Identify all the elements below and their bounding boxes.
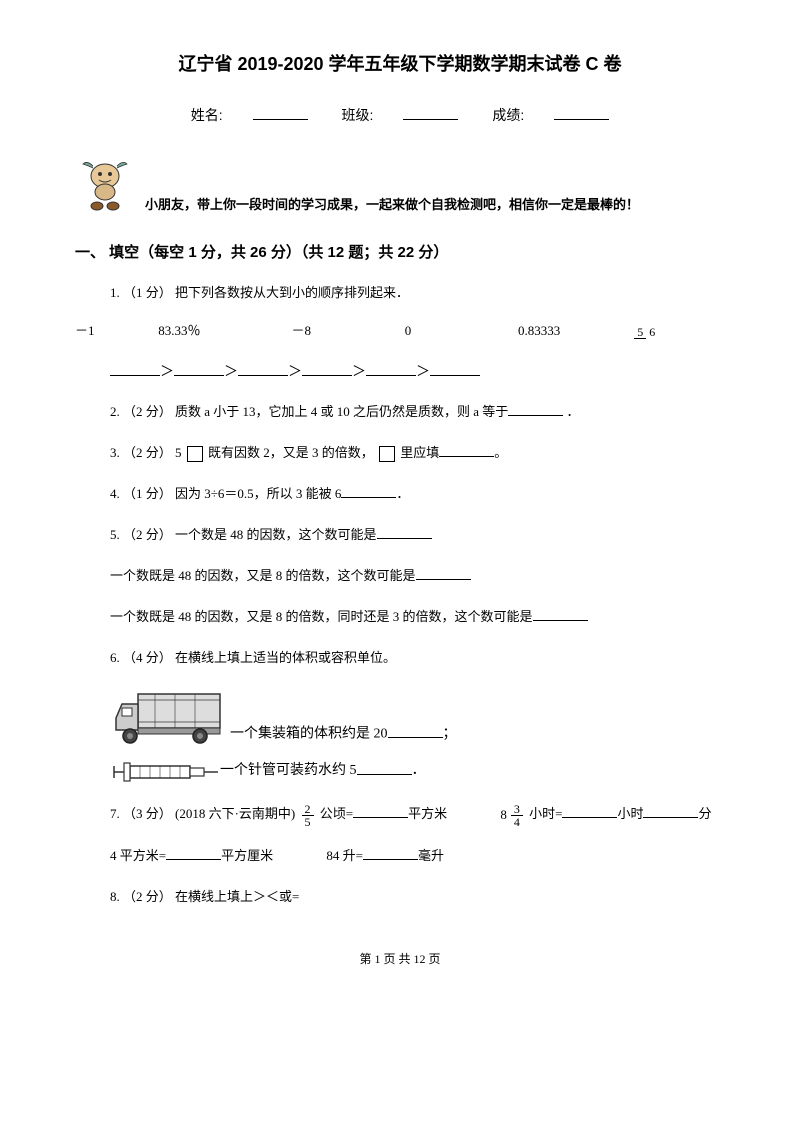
question-7-line2: 4 平方米=平方厘米 84 升=毫升 [110,843,725,869]
exam-title: 辽宁省 2019-2020 学年五年级下学期数学期末试卷 C 卷 [75,50,725,79]
q6-truck-row: 一个集装箱的体积约是 20； [110,686,725,746]
page-footer: 第 1 页 共 12 页 [75,950,725,969]
blank [533,608,588,621]
blank [366,362,416,376]
question-2: 2. （2 分） 质数 a 小于 13，它加上 4 或 10 之后仍然是质数，则… [110,399,725,425]
name-label: 姓名: [191,107,223,123]
blank [302,362,352,376]
blank [416,567,471,580]
mascot-icon [75,156,135,216]
blank [377,526,432,539]
blank [357,761,412,775]
name-blank [253,106,308,120]
blank [174,362,224,376]
blank [353,805,408,818]
box-icon [187,446,203,462]
truck-icon [110,686,230,746]
score-label: 成绩: [492,107,524,123]
question-1: 1. （1 分） 把下列各数按从大到小的顺序排列起来． [110,280,725,306]
class-label: 班级: [342,107,374,123]
q6-syringe-row: 一个针管可装药水约 5． [110,756,725,786]
blank [439,444,494,457]
blank [166,847,221,860]
blank [388,724,443,738]
question-5: 5. （2 分） 一个数是 48 的因数，这个数可能是 [110,522,725,548]
blank [363,847,418,860]
intro-text: 小朋友，带上你一段时间的学习成果，一起来做个自我检测吧，相信你一定是最棒的！ [145,195,639,216]
blank [643,805,698,818]
question-8: 8. （2 分） 在横线上填上＞＜或= [110,884,725,910]
question-3: 3. （2 分） 5 既有因数 2，又是 3 的倍数， 里应填。 [110,440,725,466]
q1-n4: 0 [405,321,515,342]
q1-n5: 0.83333 [518,321,628,342]
blank [341,485,396,498]
blank [562,805,617,818]
blank [238,362,288,376]
intro-row: 小朋友，带上你一段时间的学习成果，一起来做个自我检测吧，相信你一定是最棒的！ [75,156,725,216]
score-blank [554,106,609,120]
question-4: 4. （1 分） 因为 3÷6＝0.5，所以 3 能被 6． [110,481,725,507]
class-blank [403,106,458,120]
question-5-sub2: 一个数既是 48 的因数，又是 8 的倍数，同时还是 3 的倍数，这个数可能是 [110,604,725,630]
student-info-line: 姓名: 班级: 成绩: [75,104,725,126]
mixed-fraction-icon: 834 [500,802,526,828]
question-7: 7. （3 分） (2018 六下·云南期中) 25 公顷=平方米 834 小时… [110,801,725,828]
fraction-icon: 25 [302,803,314,828]
box-icon [379,446,395,462]
syringe-icon [110,756,220,786]
blank [430,362,480,376]
q1-compare-line: ＞＞＞＞＞ [110,362,725,384]
section-1-title: 一、 填空（每空 1 分，共 26 分）（共 12 题；共 22 分） [75,241,725,265]
question-6: 6. （4 分） 在横线上填上适当的体积或容积单位。 [110,645,725,671]
blank [110,362,160,376]
q1-numbers: －1 83.33％ －8 0 0.83333 56 [75,321,725,342]
question-5-sub1: 一个数既是 48 的因数，又是 8 的倍数，这个数可能是 [110,563,725,589]
blank [508,403,563,416]
q1-n3: －8 [292,321,402,342]
q1-n2: 83.33％ [158,321,288,342]
q1-n1: －1 [75,321,155,342]
q1-fraction: 56 [634,326,658,339]
